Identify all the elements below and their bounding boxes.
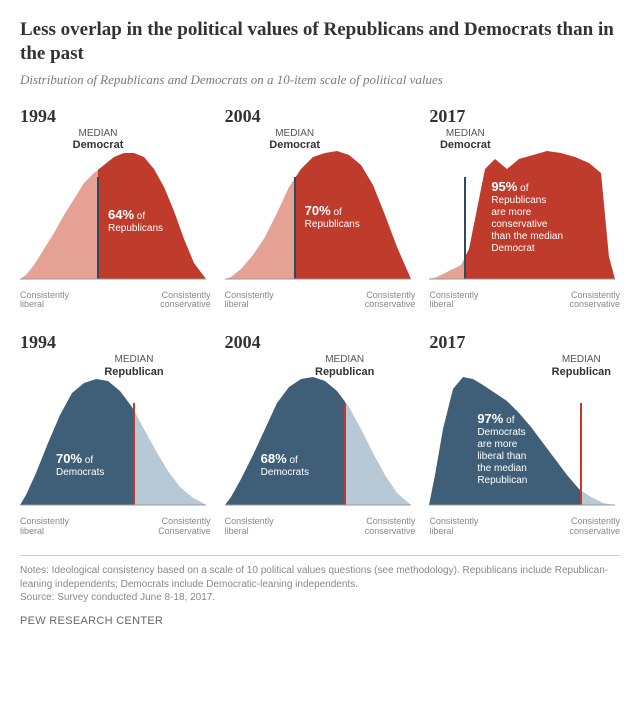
small-multiples-grid: 1994 MEDIAN Democrat 64% ofRepublicans C… <box>20 106 620 538</box>
axis-right: Consistently conservative <box>355 517 415 537</box>
axis-left: Consistently liberal <box>20 517 80 537</box>
footer-attribution: PEW RESEARCH CENTER <box>20 615 620 627</box>
year-label: 2017 <box>429 332 620 353</box>
year-label: 2004 <box>225 106 416 127</box>
axis-labels: Consistently liberal Consistently conser… <box>429 517 620 537</box>
axis-labels: Consistently liberal Consistently conser… <box>225 517 416 537</box>
axis-right: Consistently Conservative <box>151 517 211 537</box>
panel-d2017: 2017 MEDIAN Republican 97% ofDemocratsar… <box>429 332 620 537</box>
percentage-callout: 70% ofRepublicans <box>305 203 360 231</box>
chart-subtitle: Distribution of Republicans and Democrat… <box>20 72 620 88</box>
axis-right: Consistently conservative <box>355 291 415 311</box>
axis-left: Consistently liberal <box>20 291 80 311</box>
distribution-chart: 70% ofRepublicans <box>225 129 416 289</box>
panel-d1994: 1994 MEDIAN Republican 70% ofDemocrats C… <box>20 332 211 537</box>
distribution-chart: 64% ofRepublicans <box>20 129 211 289</box>
distribution-chart: 68% ofDemocrats <box>225 355 416 515</box>
panel-r2017: 2017 MEDIAN Democrat 95% ofRepublicansar… <box>429 106 620 311</box>
notes-text: Notes: Ideological consistency based on … <box>20 564 620 605</box>
year-label: 2017 <box>429 106 620 127</box>
axis-left: Consistently liberal <box>429 291 489 311</box>
panel-r1994: 1994 MEDIAN Democrat 64% ofRepublicans C… <box>20 106 211 311</box>
chart-title: Less overlap in the political values of … <box>20 18 620 66</box>
axis-right: Consistently conservative <box>560 517 620 537</box>
axis-labels: Consistently liberal Consistently Conser… <box>20 517 211 537</box>
distribution-chart: 95% ofRepublicansare moreconservativetha… <box>429 129 620 289</box>
axis-labels: Consistently liberal Consistently conser… <box>20 291 211 311</box>
year-label: 1994 <box>20 106 211 127</box>
year-label: 2004 <box>225 332 416 353</box>
distribution-chart: 70% ofDemocrats <box>20 355 211 515</box>
distribution-chart: 97% ofDemocratsare moreliberal thanthe m… <box>429 355 620 515</box>
axis-labels: Consistently liberal Consistently conser… <box>225 291 416 311</box>
year-label: 1994 <box>20 332 211 353</box>
axis-left: Consistently liberal <box>225 291 285 311</box>
percentage-callout: 95% ofRepublicansare moreconservativetha… <box>491 179 563 255</box>
percentage-callout: 68% ofDemocrats <box>261 451 309 479</box>
percentage-callout: 97% ofDemocratsare moreliberal thanthe m… <box>477 411 527 487</box>
axis-labels: Consistently liberal Consistently conser… <box>429 291 620 311</box>
axis-right: Consistently conservative <box>560 291 620 311</box>
percentage-callout: 64% ofRepublicans <box>108 207 163 235</box>
percentage-callout: 70% ofDemocrats <box>56 451 104 479</box>
panel-d2004: 2004 MEDIAN Republican 68% ofDemocrats C… <box>225 332 416 537</box>
axis-right: Consistently conservative <box>151 291 211 311</box>
axis-left: Consistently liberal <box>225 517 285 537</box>
panel-r2004: 2004 MEDIAN Democrat 70% ofRepublicans C… <box>225 106 416 311</box>
divider <box>20 555 620 556</box>
axis-left: Consistently liberal <box>429 517 489 537</box>
